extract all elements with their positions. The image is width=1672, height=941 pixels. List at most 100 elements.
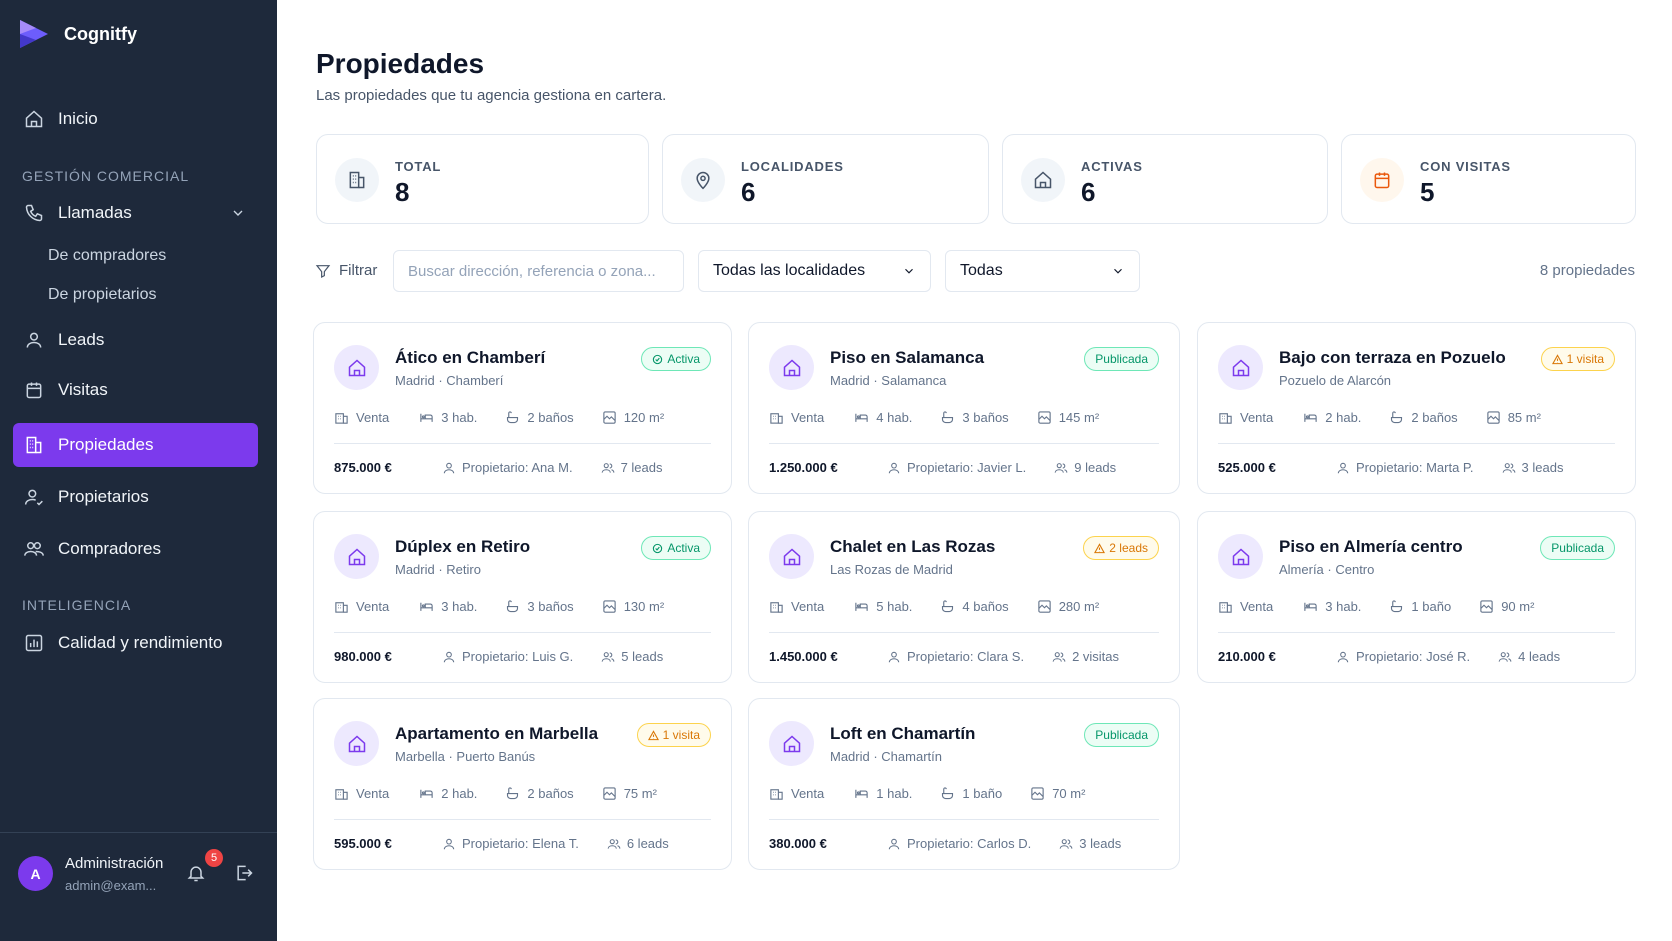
property-owner[interactable]: Propietario: Carlos D. [887,836,1031,851]
users-icon [607,838,621,849]
property-card[interactable]: Piso en Salamanca Madrid · Salamanca Publi… [748,322,1180,494]
status-badge-label: 1 visita [662,728,700,742]
search-input[interactable] [393,250,684,292]
sidebar-item-leads[interactable]: Leads [13,318,258,362]
stat-value: 8 [395,177,410,207]
user-icon [888,462,900,473]
card-divider [769,443,1159,444]
status-badge: Publicada [1084,723,1159,747]
property-title[interactable]: Bajo con terraza en Pozuelo [1279,348,1506,367]
cognitfy-logo-icon [20,20,48,48]
sidebar-item-label: Leads [58,330,105,349]
chevron-down-icon [1114,268,1122,274]
building-icon [1219,413,1232,424]
stat-icon-container [1360,158,1404,202]
property-card[interactable]: Ático en Chamberí Madrid · Chamberí Activa… [313,322,732,494]
feature-area-label: 280 m² [1058,599,1100,614]
property-title[interactable]: Chalet en Las Rozas [830,537,996,556]
area-icon [1031,787,1044,800]
property-card[interactable]: Bajo con terraza en Pozuelo Pozuelo de Al… [1197,322,1636,494]
feature-area-label: 90 m² [1501,599,1535,614]
status-badge: Publicada [1540,536,1615,560]
sidebar-item-label: Propietarios [58,487,149,506]
sidebar-item-label: Propiedades [58,435,154,454]
avatar[interactable]: A [18,856,53,891]
property-title[interactable]: Apartamento en Marbella [395,724,599,743]
owner-label: Propietario: Clara S. [907,649,1025,664]
status-select[interactable]: Todas [945,250,1140,292]
sidebar-item-compradores[interactable]: Compradores [13,527,258,571]
status-badge: 2 leads [1083,536,1159,560]
property-owner[interactable]: Propietario: Clara S. [887,649,1024,664]
locality-select-value: Todas las localidades [713,262,866,279]
feature-area-label: 120 m² [623,410,665,425]
property-card[interactable]: Loft en Chamartín Madrid · Chamartín Publi… [748,698,1180,870]
feature-rooms: 3 hab. [419,599,477,614]
sidebar-item-inicio[interactable]: Inicio [13,97,258,141]
warning-icon [647,729,659,740]
brand[interactable]: Cognitfy [18,18,137,50]
property-title[interactable]: Piso en Almería centro [1279,537,1463,556]
home-icon [783,734,800,752]
feature-rooms: 4 hab. [854,410,912,425]
property-price: 875.000 € [334,460,392,475]
property-summary: 525.000 € Propietario: Marta P. 3 leads [1218,460,1615,475]
sidebar-item-propietarios[interactable]: Propietarios [13,475,258,519]
sidebar-item-calidad[interactable]: Calidad y rendimiento [13,621,258,665]
page-title: Propiedades [316,48,485,79]
feature-rooms: 5 hab. [854,599,912,614]
property-price: 210.000 € [1218,649,1276,664]
feature-area: 120 m² [602,410,664,425]
card-divider [334,443,711,444]
feature-baths-label: 1 baño [1411,599,1452,614]
feature-area-label: 130 m² [623,599,665,614]
section-heading-intelligence: INTELIGENCIA [22,597,132,613]
chevron-down-icon [905,268,913,274]
feature-area: 70 m² [1030,786,1085,801]
sidebar-item-llamadas[interactable]: Llamadas [13,191,258,235]
property-title[interactable]: Piso en Salamanca [830,348,985,367]
feature-type: Venta [1218,410,1273,425]
card-divider [1218,443,1615,444]
user-check-icon [24,489,43,506]
user-name: Administración [65,855,164,872]
property-card[interactable]: Chalet en Las Rozas Las Rozas de Madrid 2 … [748,511,1180,683]
property-summary: 980.000 € Propietario: Luis G. 5 leads [334,649,711,664]
bell-icon[interactable] [186,863,206,883]
property-card[interactable]: Piso en Almería centro Almería · Centro Pu… [1197,511,1636,683]
users-icon [1502,462,1515,473]
property-card[interactable]: Apartamento en Marbella Marbella · Puerto… [313,698,732,870]
property-title[interactable]: Dúplex en Retiro [395,537,531,556]
property-owner[interactable]: Propietario: Marta P. [1336,460,1474,475]
property-summary: 1.450.000 € Propietario: Clara S. 2 visita… [769,649,1159,664]
property-price: 980.000 € [334,649,392,664]
user-icon [1337,651,1349,662]
building-icon [349,171,365,189]
sidebar-item-visitas[interactable]: Visitas [13,368,258,412]
property-owner[interactable]: Propietario: José R. [1336,649,1470,664]
bed-icon [855,789,868,798]
feature-area-label: 75 m² [623,786,657,801]
property-title[interactable]: Ático en Chamberí [395,348,546,367]
property-location: Madrid · Salamanca [830,373,947,388]
section-heading-commercial: GESTIÓN COMERCIAL [22,168,190,184]
bath-icon [507,600,519,613]
lead-count-label: 2 visitas [1072,649,1120,664]
property-summary: 380.000 € Propietario: Carlos D. 3 leads [769,836,1159,851]
property-title[interactable]: Loft en Chamartín [830,724,976,743]
chevron-down-icon[interactable] [230,205,246,221]
property-owner[interactable]: Propietario: Elena T. [442,836,579,851]
lead-count-label: 9 leads [1074,460,1117,475]
property-owner[interactable]: Propietario: Ana M. [442,460,573,475]
property-card[interactable]: Dúplex en Retiro Madrid · Retiro Activa Ven… [313,511,732,683]
sidebar-subitem-de-propietarios[interactable]: De propietarios [48,286,157,303]
filter-label: Filtrar [315,262,377,279]
property-owner[interactable]: Propietario: Javier L. [887,460,1026,475]
sidebar-item-label: Compradores [58,539,161,558]
sidebar-subitem-de-compradores[interactable]: De compradores [48,247,167,264]
property-owner[interactable]: Propietario: Luis G. [442,649,573,664]
users-icon [1054,462,1068,473]
sidebar-item-propiedades[interactable]: Propiedades [13,423,258,467]
logout-icon[interactable] [234,863,254,883]
locality-select[interactable]: Todas las localidades [698,250,931,292]
